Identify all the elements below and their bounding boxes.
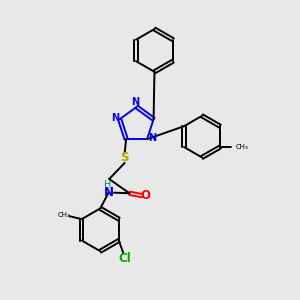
Text: CH₃: CH₃ <box>236 144 248 150</box>
Text: H: H <box>104 180 111 190</box>
Text: N: N <box>131 97 139 107</box>
Text: Cl: Cl <box>118 252 131 265</box>
Text: CH₃: CH₃ <box>58 212 70 218</box>
Text: N: N <box>103 186 114 199</box>
Text: N: N <box>148 133 156 143</box>
Text: O: O <box>141 189 151 202</box>
Text: N: N <box>111 113 119 123</box>
Text: S: S <box>120 151 129 164</box>
